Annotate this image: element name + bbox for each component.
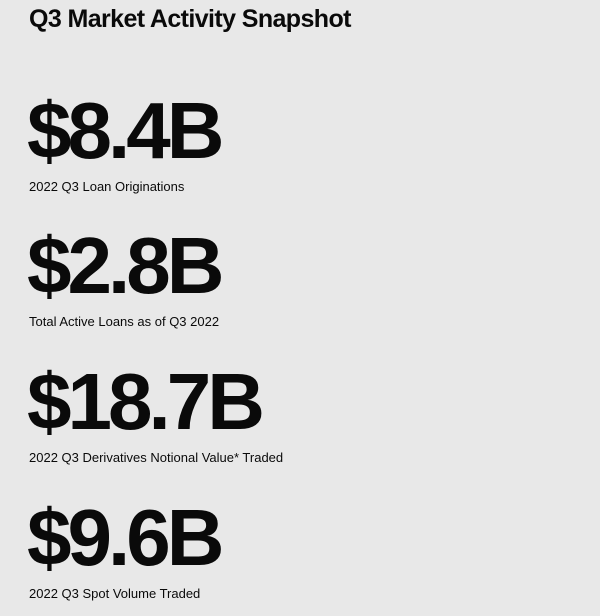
stat-value: $9.6B	[27, 493, 224, 582]
stat-label: Total Active Loans as of Q3 2022	[29, 314, 220, 329]
stat-loan-originations: $8.4B 2022 Q3 Loan Originations	[27, 91, 587, 195]
stat-value: $2.8B	[27, 221, 224, 310]
page-title: Q3 Market Activity Snapshot	[29, 5, 351, 33]
stat-active-loans: $2.8B Total Active Loans as of Q3 2022	[27, 226, 587, 330]
stat-derivatives-notional: $18.7B 2022 Q3 Derivatives Notional Valu…	[27, 362, 587, 466]
stat-label: 2022 Q3 Loan Originations	[29, 179, 185, 194]
stat-value: $8.4B	[27, 86, 224, 175]
stat-label: 2022 Q3 Spot Volume Traded	[29, 586, 201, 601]
stat-spot-volume: $9.6B 2022 Q3 Spot Volume Traded	[27, 498, 587, 602]
stat-label: 2022 Q3 Derivatives Notional Value* Trad…	[29, 450, 284, 465]
stat-value: $18.7B	[27, 357, 265, 446]
